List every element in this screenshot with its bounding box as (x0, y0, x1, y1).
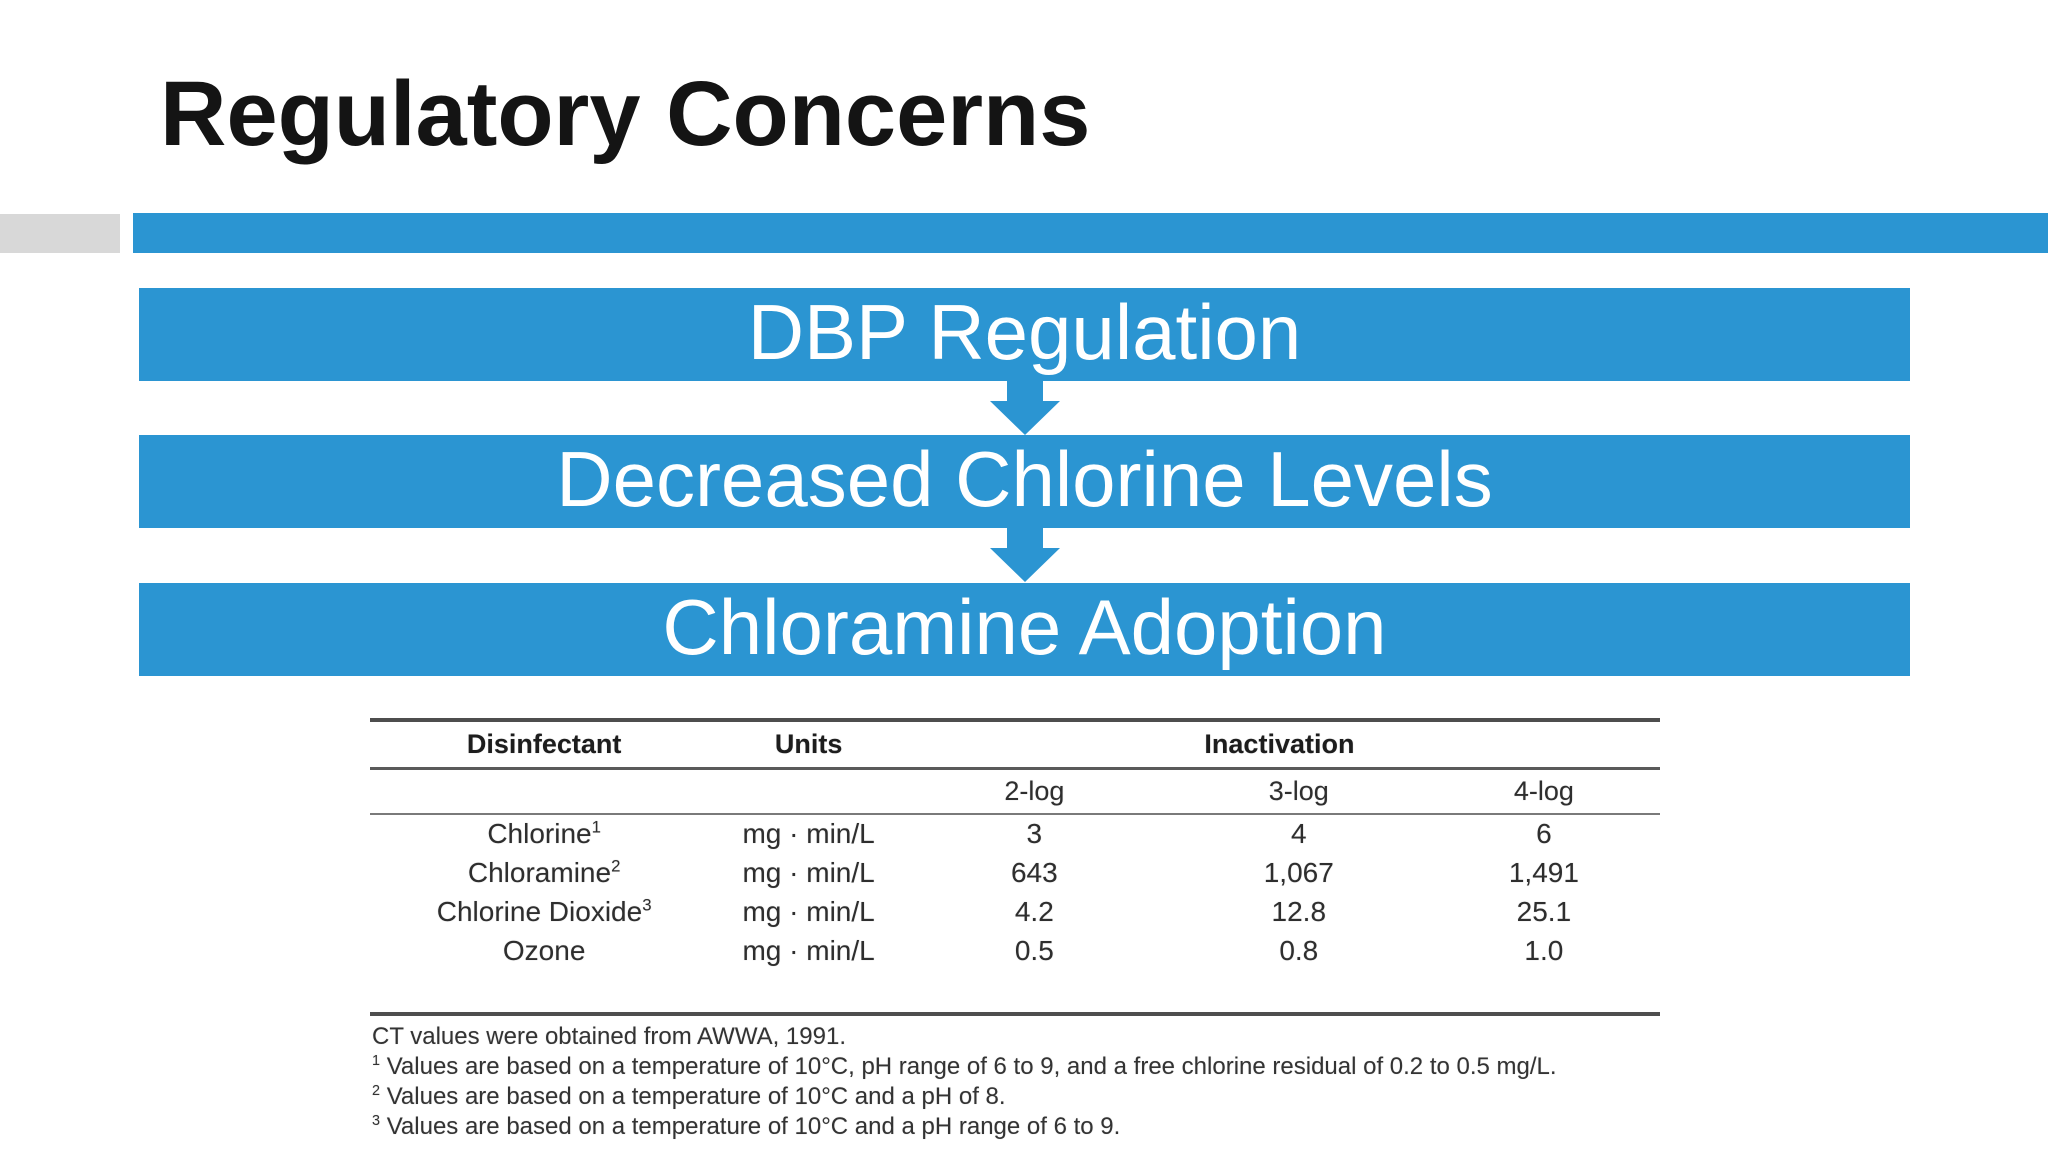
value-4log: 6 (1536, 818, 1552, 849)
value-4log: 1,491 (1508, 856, 1579, 888)
table-row: Chlorine Dioxide3 mg · min/L 4.2 12.8 25… (370, 892, 1660, 931)
down-arrow-icon (990, 379, 1060, 435)
flow-step-label: Decreased Chlorine Levels (556, 434, 1493, 523)
col-header-3log: 3-log (1169, 768, 1428, 815)
empty-cell (370, 768, 719, 815)
table-row: Chlorine1 mg · min/L 3 4 6 (370, 814, 1660, 853)
footnote: 1 Values are based on a temperature of 1… (372, 1053, 1557, 1080)
value-2log: 643 (1010, 856, 1058, 888)
disinfectant-name: Chloramine2 (467, 856, 621, 888)
flow-step-chloramine-adoption: Chloramine Adoption (139, 583, 1910, 676)
value-3log: 1,067 (1263, 856, 1334, 888)
blue-accent-bar (133, 213, 2048, 253)
units-cell: mg · min/L (742, 895, 875, 927)
col-header-2log: 2-log (898, 768, 1170, 815)
value-4log: 25.1 (1516, 895, 1572, 927)
value-2log: 3 (1026, 818, 1043, 849)
source-note: CT values were obtained from AWWA, 1991. (372, 1023, 846, 1050)
table-row: Chloramine2 mg · min/L 643 1,067 1,491 (370, 853, 1660, 892)
value-2log: 4.2 (1014, 895, 1054, 927)
units-cell: mg · min/L (742, 818, 875, 849)
gray-accent-block (0, 214, 120, 253)
value-3log: 12.8 (1271, 895, 1327, 927)
footnote: 2 Values are based on a temperature of 1… (372, 1083, 1006, 1110)
flow-step-label: Chloramine Adoption (662, 582, 1387, 671)
flow-step-decreased-chlorine: Decreased Chlorine Levels (139, 435, 1910, 528)
empty-cell (718, 768, 899, 815)
table-footnotes: CT values were obtained from AWWA, 1991.… (372, 1022, 1772, 1142)
disinfectant-name: Chlorine1 (487, 817, 601, 849)
col-header-disinfectant: Disinfectant (370, 722, 719, 770)
disinfectant-name: Ozone (502, 934, 586, 966)
col-header-units: Units (718, 722, 899, 770)
flow-step-label: DBP Regulation (747, 287, 1302, 376)
page-title: Regulatory Concerns (160, 63, 1091, 165)
footnote: 3 Values are based on a temperature of 1… (372, 1113, 1121, 1140)
value-3log: 4 (1290, 818, 1307, 849)
value-3log: 0.8 (1279, 934, 1319, 966)
col-header-4log: 4-log (1427, 768, 1660, 815)
value-2log: 0.5 (1014, 934, 1054, 966)
ct-values-table: Disinfectant Units Inactivation 2-log 3-… (370, 718, 1660, 1016)
value-4log: 1.0 (1524, 934, 1564, 966)
down-arrow-icon (990, 526, 1060, 582)
flow-step-dbp-regulation: DBP Regulation (139, 288, 1910, 381)
disinfectant-name: Chlorine Dioxide3 (436, 895, 652, 927)
units-cell: mg · min/L (742, 934, 875, 966)
col-header-inactivation: Inactivation (898, 722, 1660, 770)
table-row: Ozone mg · min/L 0.5 0.8 1.0 (370, 931, 1660, 970)
units-cell: mg · min/L (742, 856, 875, 888)
